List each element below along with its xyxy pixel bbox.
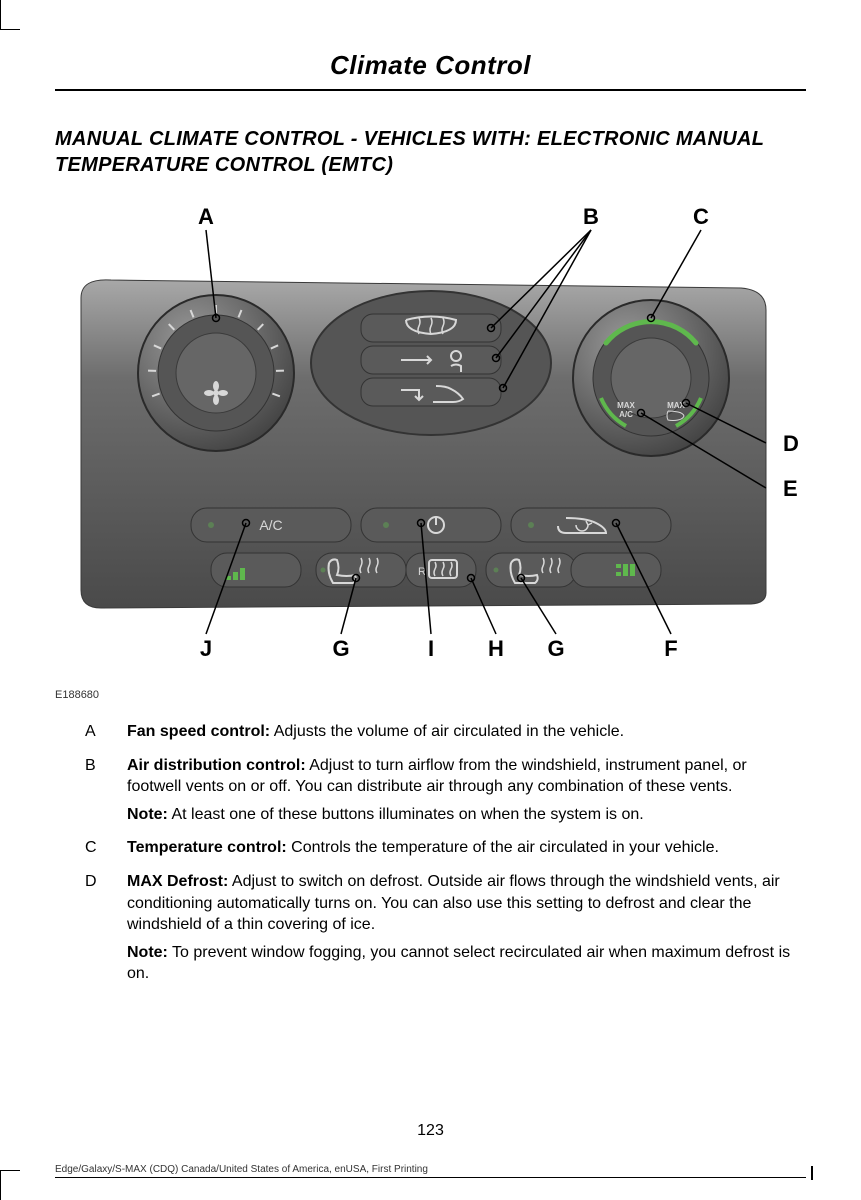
svg-text:G: G (547, 636, 564, 661)
climate-control-diagram: MAXA/CMAXA/CRABCDEFGHIGJ (61, 198, 801, 683)
svg-text:C: C (693, 204, 709, 229)
svg-text:H: H (488, 636, 504, 661)
definition-row: BAir distribution control: Adjust to tur… (85, 755, 791, 826)
definition-term: Air distribution control: (127, 757, 306, 774)
definition-row: AFan speed control: Adjusts the volume o… (85, 721, 791, 743)
svg-text:J: J (199, 636, 211, 661)
svg-text:MAX: MAX (617, 401, 635, 410)
definition-row: DMAX Defrost: Adjust to switch on defros… (85, 871, 791, 985)
definition-note-label: Note: (127, 806, 168, 823)
definition-term: Fan speed control: (127, 723, 270, 740)
definition-term: MAX Defrost: (127, 873, 228, 890)
definition-row: CTemperature control: Controls the tempe… (85, 837, 791, 859)
definition-body: Fan speed control: Adjusts the volume of… (127, 721, 791, 743)
crop-mark (0, 0, 20, 30)
svg-text:F: F (664, 636, 677, 661)
svg-text:D: D (783, 431, 799, 456)
definition-note-label: Note: (127, 944, 168, 961)
image-code: E188680 (55, 689, 806, 701)
definition-letter: B (85, 755, 127, 826)
definition-letter: D (85, 871, 127, 985)
footer-text: Edge/Galaxy/S-MAX (CDQ) Canada/United St… (55, 1164, 806, 1178)
page-number: 123 (0, 1122, 861, 1140)
definitions-list: AFan speed control: Adjusts the volume o… (55, 721, 806, 985)
page-title: Climate Control (55, 50, 806, 91)
svg-text:A/C: A/C (259, 517, 282, 533)
definition-note-text: To prevent window fogging, you cannot se… (127, 944, 790, 983)
section-heading: MANUAL CLIMATE CONTROL - VEHICLES WITH: … (55, 126, 806, 178)
svg-text:A/C: A/C (619, 410, 633, 419)
svg-text:A: A (198, 204, 214, 229)
definition-body: Air distribution control: Adjust to turn… (127, 755, 791, 826)
definition-text: Controls the temperature of the air circ… (287, 839, 719, 856)
definition-term: Temperature control: (127, 839, 287, 856)
definition-text: Adjusts the volume of air circulated in … (270, 723, 624, 740)
svg-text:I: I (427, 636, 433, 661)
definition-letter: A (85, 721, 127, 743)
diagram-svg: MAXA/CMAXA/CRABCDEFGHIGJ (61, 198, 801, 678)
svg-text:B: B (583, 204, 599, 229)
svg-text:G: G (332, 636, 349, 661)
definition-note-text: At least one of these buttons illuminate… (168, 806, 644, 823)
crop-mark (811, 1166, 813, 1180)
definition-letter: C (85, 837, 127, 859)
definition-body: MAX Defrost: Adjust to switch on defrost… (127, 871, 791, 985)
definition-body: Temperature control: Controls the temper… (127, 837, 791, 859)
svg-text:E: E (783, 476, 798, 501)
crop-mark (0, 1170, 20, 1200)
